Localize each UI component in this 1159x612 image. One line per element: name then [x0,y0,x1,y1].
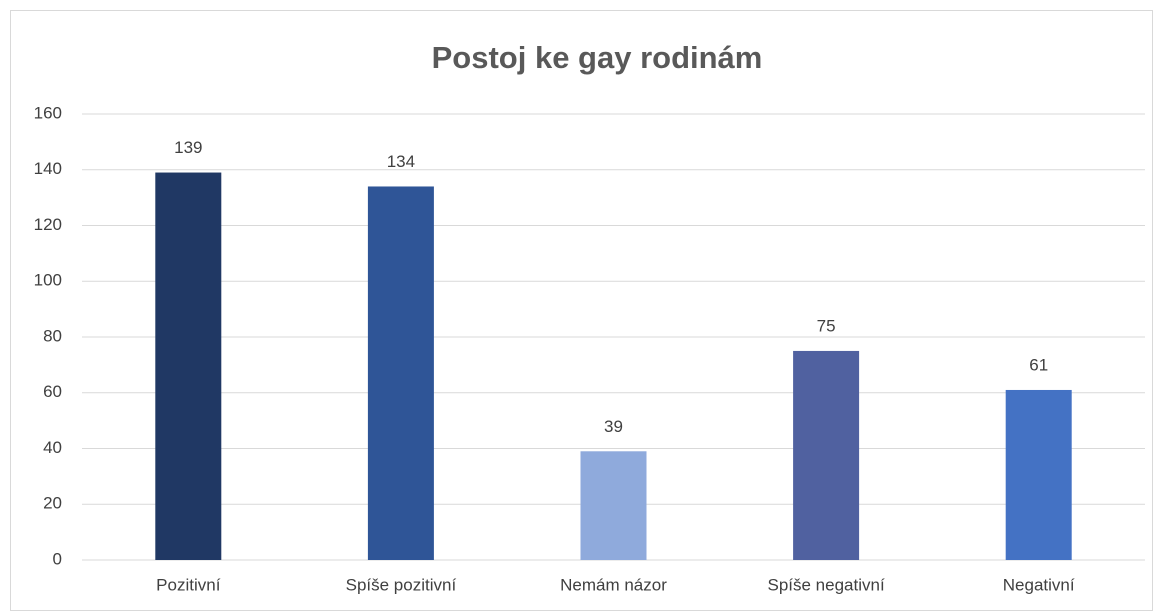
y-tick-label: 0 [53,549,62,568]
y-tick-label: 60 [43,382,62,401]
bar [155,172,222,560]
y-tick-label: 140 [34,159,62,178]
y-tick-label: 80 [43,326,62,345]
bar [367,186,434,560]
x-tick-label: Nemám názor [560,575,667,594]
y-tick-label: 120 [34,215,62,234]
x-tick-label: Spíše negativní [767,575,884,594]
bar [1005,389,1072,560]
y-tick-label: 160 [34,103,62,122]
data-label: 134 [387,152,415,171]
bar [580,451,647,560]
data-label: 75 [817,316,836,335]
x-tick-label: Spíše pozitivní [346,575,457,594]
chart-title: Postoj ke gay rodinám [432,40,763,75]
data-label: 139 [174,138,202,157]
y-tick-label: 40 [43,438,62,457]
bar [793,350,860,560]
data-label: 61 [1029,355,1048,374]
y-tick-label: 100 [34,271,62,290]
x-tick-label: Negativní [1003,575,1075,594]
y-tick-label: 20 [43,494,62,513]
x-tick-label: Pozitivní [156,575,221,594]
data-label: 39 [604,417,623,436]
